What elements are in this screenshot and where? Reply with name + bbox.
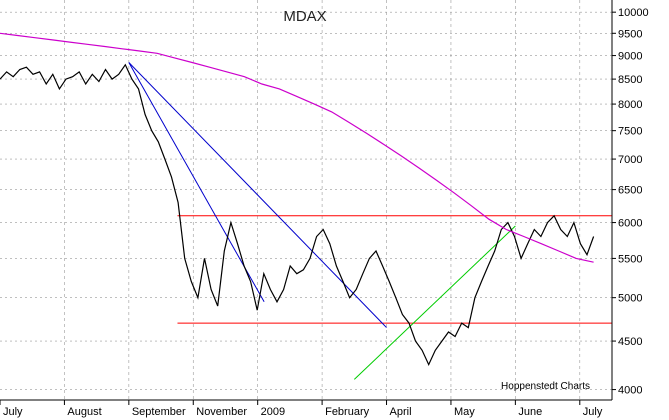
y-tick-label: 4000 [618,385,642,397]
y-tick-label: 4500 [618,336,642,348]
x-tick-label: June [518,406,542,418]
y-tick-label: 8000 [618,99,642,111]
y-axis-ticks: 4000 4500 5000 5500 6000 6500 7000 7500 8000 8500… [612,7,649,397]
y-tick-label: 9000 [618,51,642,63]
chart-title: MDAX [283,8,326,25]
y-tick-label: 7000 [618,154,642,166]
series-layer [0,32,595,367]
y-tick-label: 6500 [618,185,642,197]
y-tick-label: 8500 [618,74,642,86]
y-tick-label: 10000 [618,7,649,19]
chart-credit: Hoppenstedt Charts [501,381,590,392]
x-tick-label: May [454,406,475,418]
grid [0,0,612,400]
x-axis-ticks: July August September November 2009 February A… [0,400,603,418]
x-tick-label: September [132,406,186,418]
y-tick-label: 5500 [618,253,642,265]
series-line-1 [0,32,594,263]
y-tick-label: 9500 [618,28,642,40]
x-tick-label: July [583,406,603,418]
y-tick-label: 6000 [618,218,642,230]
y-tick-label: 7500 [618,126,642,138]
x-tick-label: 2009 [261,406,285,418]
x-tick-label: July [3,406,23,418]
x-tick-label: November [196,406,247,418]
x-tick-label: April [390,406,412,418]
uptrend-line [353,225,516,380]
downtrend-line-1 [128,62,265,303]
series-line-0 [0,63,595,367]
y-tick-label: 5000 [618,293,642,305]
x-tick-label: February [325,406,370,418]
x-tick-label: August [67,406,101,418]
